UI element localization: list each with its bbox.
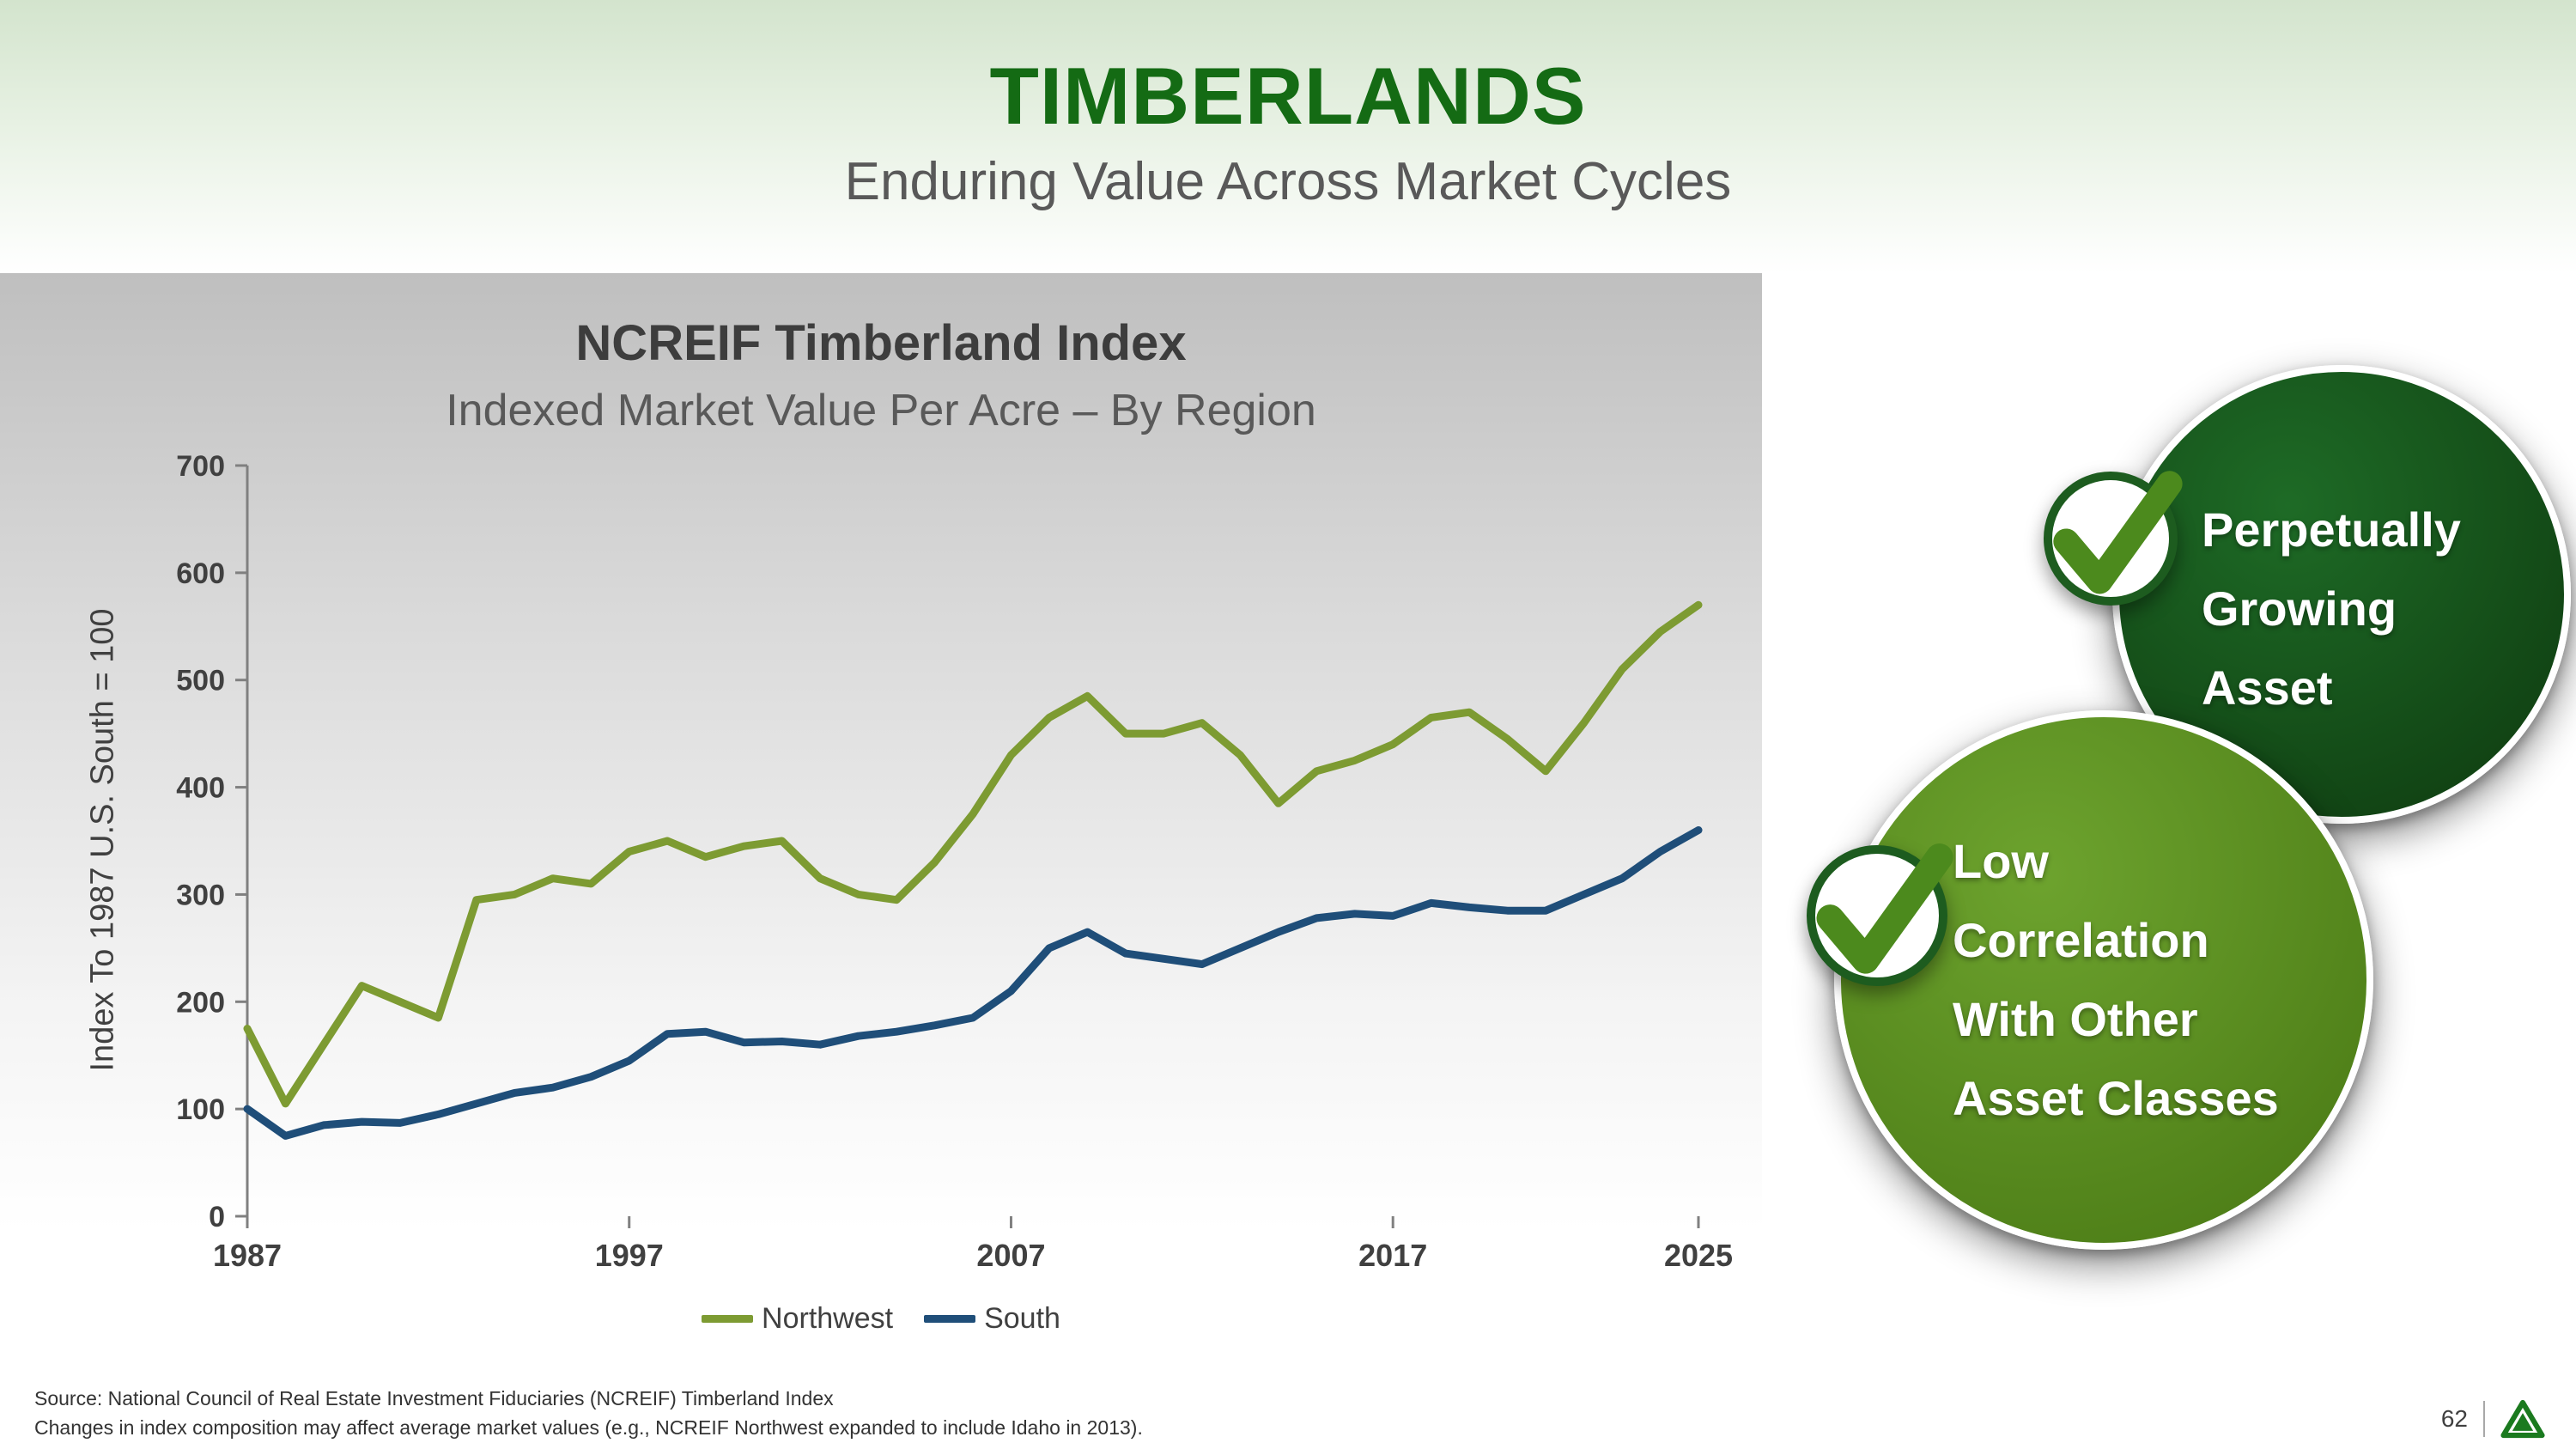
- svg-text:1997: 1997: [595, 1238, 664, 1273]
- source-line-1: Source: National Council of Real Estate …: [34, 1387, 834, 1409]
- northwest-line-swatch: [702, 1315, 754, 1323]
- chart-section: NCREIF Timberland Index Indexed Market V…: [0, 273, 1762, 1373]
- checkmark-badge: [1807, 843, 1953, 986]
- footer-right: 62: [2441, 1399, 2545, 1439]
- checkmark-icon: [2053, 470, 2183, 594]
- legend-label-northwest: Northwest: [762, 1302, 894, 1335]
- slide-subtitle: Enduring Value Across Market Cycles: [844, 152, 1732, 211]
- timberland-index-chart: 0 100 200 300 400 500 600 700 1987 1997 2007 2017 20…: [176, 450, 1733, 1273]
- svg-text:400: 400: [176, 772, 225, 805]
- footer-divider: [2483, 1401, 2485, 1437]
- checkmark-badge: [2044, 470, 2183, 606]
- svg-text:1987: 1987: [213, 1238, 282, 1273]
- badge-text: Low Correlation With Other Asset Classes: [1953, 834, 2279, 1125]
- page-number: 62: [2440, 1405, 2468, 1432]
- svg-text:700: 700: [176, 450, 225, 483]
- legend-item-south: South: [924, 1302, 1060, 1336]
- slide-title: TIMBERLANDS: [989, 51, 1587, 141]
- checkmark-icon: [1816, 843, 1953, 974]
- source-line-2: Changes in index composition may affect …: [34, 1416, 1143, 1439]
- south-line-swatch: [924, 1315, 976, 1323]
- chart-legend: Northwest South: [0, 1302, 1762, 1336]
- legend-label-south: South: [984, 1302, 1060, 1335]
- svg-text:2017: 2017: [1358, 1238, 1427, 1273]
- badge-text: Perpetually Growing Asset: [2202, 502, 2461, 715]
- badge-low-correlation: Low Correlation With Other Asset Classes: [1834, 710, 2373, 1250]
- source-note: Source: National Council of Real Estate …: [34, 1384, 1143, 1442]
- svg-text:300: 300: [176, 879, 225, 911]
- chart-title: NCREIF Timberland Index: [575, 315, 1187, 371]
- legend-item-northwest: Northwest: [702, 1302, 893, 1336]
- slide-header: TIMBERLANDS Enduring Value Across Market…: [0, 50, 2576, 212]
- svg-text:200: 200: [176, 986, 225, 1019]
- chart-subtitle: Indexed Market Value Per Acre – By Regio…: [446, 386, 1316, 435]
- company-logo: [2500, 1399, 2545, 1439]
- svg-text:2007: 2007: [976, 1238, 1045, 1273]
- chart-panel-background: [0, 273, 1762, 1230]
- svg-text:0: 0: [209, 1201, 225, 1233]
- svg-text:100: 100: [176, 1093, 225, 1126]
- svg-text:500: 500: [176, 665, 225, 697]
- svg-text:600: 600: [176, 557, 225, 590]
- svg-text:2025: 2025: [1664, 1238, 1733, 1273]
- header-gradient-band: [0, 0, 2576, 273]
